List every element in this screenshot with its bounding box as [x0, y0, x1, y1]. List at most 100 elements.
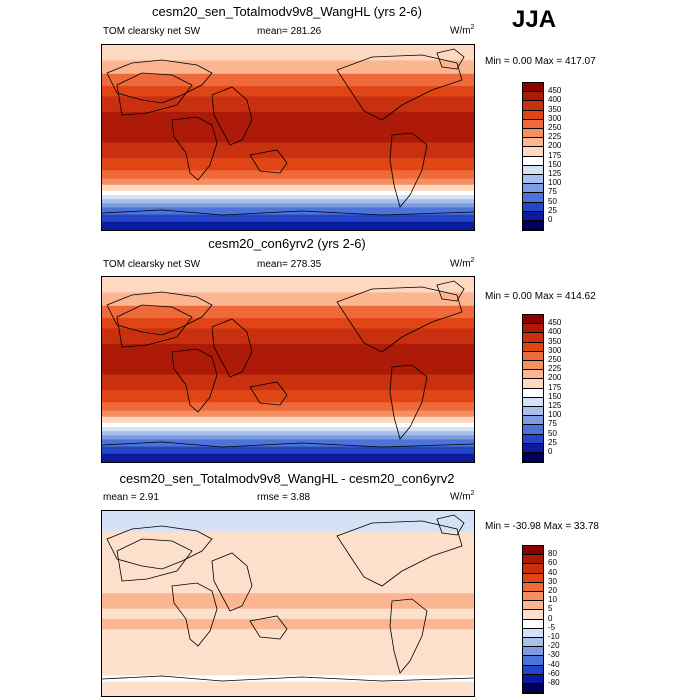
panel-1-colorbar-cell [523, 184, 543, 194]
panel-2-coastline-8 [102, 441, 474, 448]
panel-3-colorbar-cell [523, 619, 543, 629]
panel-2-colorbar-tick-label: 200 [548, 373, 562, 383]
panel-3-band-8 [102, 681, 474, 696]
panel-3-band-4 [102, 608, 474, 620]
panel-2-band-14 [102, 431, 474, 436]
panel-2-coastline-0 [116, 304, 193, 348]
panel-3-coastline-0 [116, 538, 193, 582]
panel-2-band-4 [102, 328, 474, 345]
panel-2-coastline-4 [336, 286, 463, 353]
panel-1-colorbar-tick-label: 75 [548, 187, 557, 197]
panel-3-colorbar-cell [523, 684, 543, 694]
panel-2-band-15 [102, 435, 474, 440]
panel-1-colorbar-tick-label: 200 [548, 141, 562, 151]
panel-2-band-11 [102, 416, 474, 424]
panel-3-title: cesm20_sen_Totalmodv9v8_WangHL - cesm20_… [119, 471, 455, 486]
panel-3-colorbar-tick-label: 10 [548, 595, 557, 605]
panel-2-colorbar-tick-label: 450 [548, 318, 562, 328]
panel-2-colorbar-tick-label: 350 [548, 336, 562, 346]
panel-1-band-12 [102, 190, 474, 196]
panel-2-band-2 [102, 305, 474, 319]
panel-2-colorbar-tick-label: 0 [548, 447, 553, 456]
panel-3-coastline-8 [102, 675, 474, 682]
panel-2-coastline-7 [436, 280, 465, 302]
panel-1-colorbar-cell [523, 221, 543, 231]
panel-2-coastline-3 [211, 318, 253, 378]
panel-1-band-11 [102, 184, 474, 192]
panel-2-colorbar-cell [523, 379, 543, 389]
panel-3-colorbar-tick-label: 40 [548, 567, 557, 577]
panel-2-colorbar-tick-label: 100 [548, 410, 562, 420]
panel-2-colorbar-cell [523, 315, 543, 325]
panel-1-coastline-7 [436, 48, 465, 70]
panel-1-band-3 [102, 86, 474, 97]
panel-3-band-2 [102, 582, 474, 594]
panel-2-band-1 [102, 292, 474, 307]
panel-3-colorbar-cell [523, 674, 543, 684]
panel-1-band-16 [102, 207, 474, 216]
panel-2-map [101, 276, 475, 463]
panel-3-colorbar-cell [523, 592, 543, 602]
panel-1-colorbar-cell [523, 211, 543, 221]
panel-1-coastline-6 [249, 149, 288, 174]
panel-1-coastline-5 [389, 132, 428, 208]
panel-3-colorbar-tick-label: -40 [548, 659, 560, 669]
panel-1-band-9 [102, 170, 474, 180]
panel-1-colorbar-cell [523, 175, 543, 185]
panel-2-colorbar-tick-label: 175 [548, 382, 562, 392]
panel-2-band-5 [102, 343, 474, 360]
panel-3-colorbar-cell [523, 656, 543, 666]
panel-1-colorbar-tick-label: 350 [548, 104, 562, 114]
panel-3-coastline-2 [106, 525, 213, 570]
panel-1-units: W/m2 [450, 24, 475, 37]
panel-2-band-6 [102, 359, 474, 376]
panel-2-band-7 [102, 374, 474, 391]
panel-1-colorbar-cell [523, 156, 543, 166]
panel-3-coastline-4 [336, 520, 463, 587]
panel-3-colorbar-tick-label: -80 [548, 678, 560, 687]
panel-1-band-1 [102, 60, 474, 75]
panel-3-band-7 [102, 675, 474, 683]
panel-2-colorbar-cell [523, 397, 543, 407]
panel-1-colorbar-cell [523, 101, 543, 111]
panel-1-colorbar-tick-label: 50 [548, 196, 557, 206]
panel-2-colorbar-cell [523, 416, 543, 426]
panel-1-colorbar-cell [523, 147, 543, 157]
panel-2-band-12 [102, 422, 474, 428]
panel-3-colorbar-tick-label: 80 [548, 549, 557, 559]
panel-2-coastline-1 [171, 348, 218, 413]
panel-3-colorbar-cell [523, 555, 543, 565]
panel-3-colorbar-cell [523, 665, 543, 675]
panel-1-colorbar-cell [523, 129, 543, 139]
panel-1-colorbar-tick-label: 25 [548, 205, 557, 215]
panel-1-map-svg [102, 45, 474, 230]
panel-2-map-svg [102, 277, 474, 462]
panel-3-colorbar-tick-label: -5 [548, 622, 556, 632]
panel-1-colorbar-tick-label: 175 [548, 150, 562, 160]
panel-2-colorbar-tick-label: 400 [548, 327, 562, 337]
panel-1-band-5 [102, 111, 474, 128]
panel-1-band-14 [102, 199, 474, 204]
panel-2-colorbar-cell [523, 453, 543, 463]
panel-1-band-15 [102, 203, 474, 208]
panel-2-colorbar-tick-label: 25 [548, 437, 557, 447]
panel-1-colorbar-tick-label: 100 [548, 178, 562, 188]
panel-3-colorbar-cell [523, 573, 543, 583]
panel-2-colorbar-box [522, 314, 544, 464]
panel-1-colorbar-tick-label: 0 [548, 215, 553, 224]
panel-3-band-0 [102, 511, 474, 533]
panel-1-colorbar-tick-label: 125 [548, 169, 562, 178]
panel-3-colorbar-tick-label: -10 [548, 632, 560, 641]
panel-2-band-8 [102, 390, 474, 403]
season-label: JJA [512, 6, 557, 33]
panel-1-colorbar-cell [523, 119, 543, 129]
panel-1-colorbar-cell [523, 92, 543, 102]
panel-2-colorbar-cell [523, 361, 543, 371]
panel-2-coastline-2 [106, 291, 213, 336]
panel-1-band-13 [102, 195, 474, 200]
panel-2-band-9 [102, 402, 474, 412]
panel-1-coastline-0 [116, 72, 193, 116]
panel-3-colorbar-tick-label: 5 [548, 604, 553, 614]
panel-2-units: W/m2 [450, 257, 475, 270]
panel-1-colorbar-tick-label: 300 [548, 113, 562, 123]
